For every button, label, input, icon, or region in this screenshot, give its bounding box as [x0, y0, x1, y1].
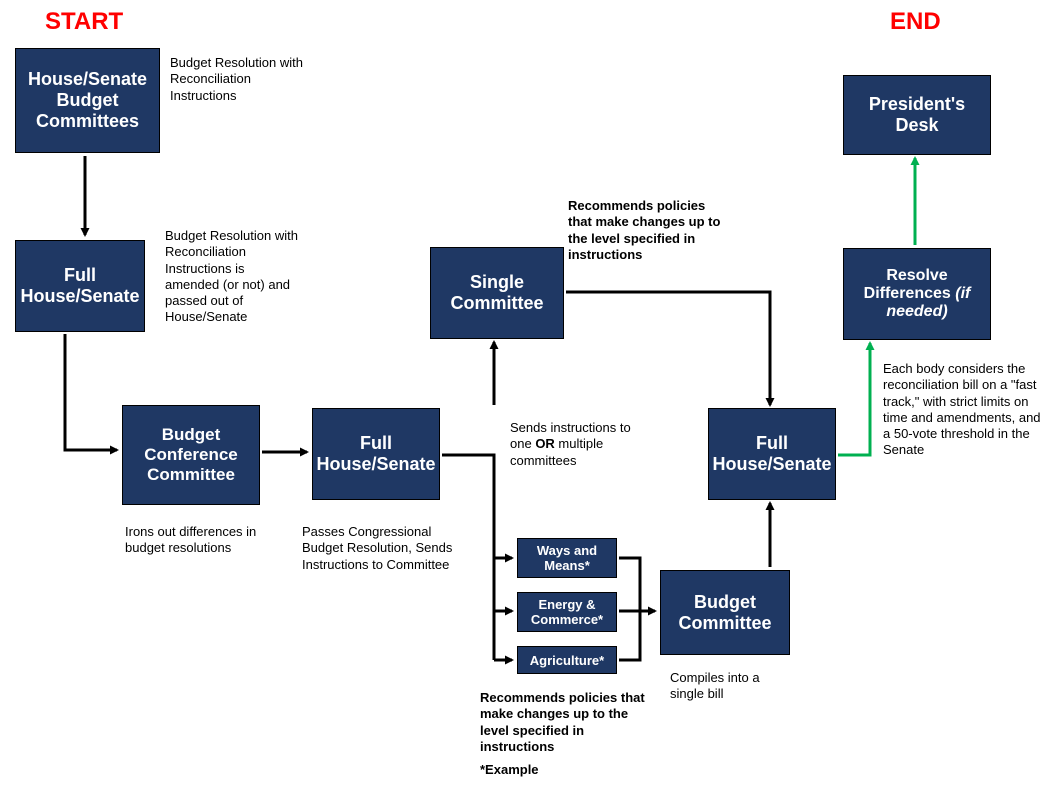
node-single-committee: Single Committee	[430, 247, 564, 339]
annotation-amended-passed: Budget Resolution with Reconciliation In…	[165, 228, 300, 326]
node-label: Full House/Senate	[712, 433, 831, 475]
node-full-house-senate-3: Full House/Senate	[708, 408, 836, 500]
annotation-fast-track: Each body considers the reconciliation b…	[883, 361, 1043, 459]
start-marker: START	[45, 8, 123, 36]
annotation-example: *Example	[480, 762, 580, 778]
node-label: Full House/Senate	[20, 265, 139, 307]
node-agriculture: Agriculture*	[517, 646, 617, 674]
node-label: Energy & Commerce*	[524, 597, 610, 627]
node-full-house-senate-2: Full House/Senate	[312, 408, 440, 500]
node-label: President's Desk	[850, 94, 984, 136]
node-budget-conference-committee: Budget Conference Committee	[122, 405, 260, 505]
node-full-house-senate-1: Full House/Senate	[15, 240, 145, 332]
node-budget-committee: Budget Committee	[660, 570, 790, 655]
node-label: Budget Conference Committee	[129, 425, 253, 485]
annotation-recommends-multi: Recommends policies that make changes up…	[480, 690, 650, 755]
node-label: Budget Committee	[667, 592, 783, 634]
annotation-passes-resolution: Passes Congressional Budget Resolution, …	[302, 524, 457, 573]
node-label: Agriculture*	[530, 653, 604, 668]
annotation-irons-out: Irons out differences in budget resoluti…	[125, 524, 280, 557]
node-energy-commerce: Energy & Commerce*	[517, 592, 617, 632]
node-label: Resolve Differences (if needed)	[850, 267, 984, 321]
end-marker: END	[890, 8, 941, 36]
node-label: Single Committee	[437, 272, 557, 314]
annotation-recommends-single: Recommends policies that make changes up…	[568, 198, 728, 263]
node-ways-and-means: Ways and Means*	[517, 538, 617, 578]
node-label: House/Senate Budget Committees	[22, 69, 153, 132]
node-label: Full House/Senate	[316, 433, 435, 475]
node-label: Ways and Means*	[524, 543, 610, 573]
node-resolve-differences: Resolve Differences (if needed)	[843, 248, 991, 340]
node-presidents-desk: President's Desk	[843, 75, 991, 155]
annotation-compiles: Compiles into a single bill	[670, 670, 790, 703]
annotation-sends-instructions: Sends instructions to one OR multiple co…	[510, 420, 650, 469]
annotation-budget-resolution: Budget Resolution with Reconciliation In…	[170, 55, 305, 104]
node-house-senate-budget-committees: House/Senate Budget Committees	[15, 48, 160, 153]
